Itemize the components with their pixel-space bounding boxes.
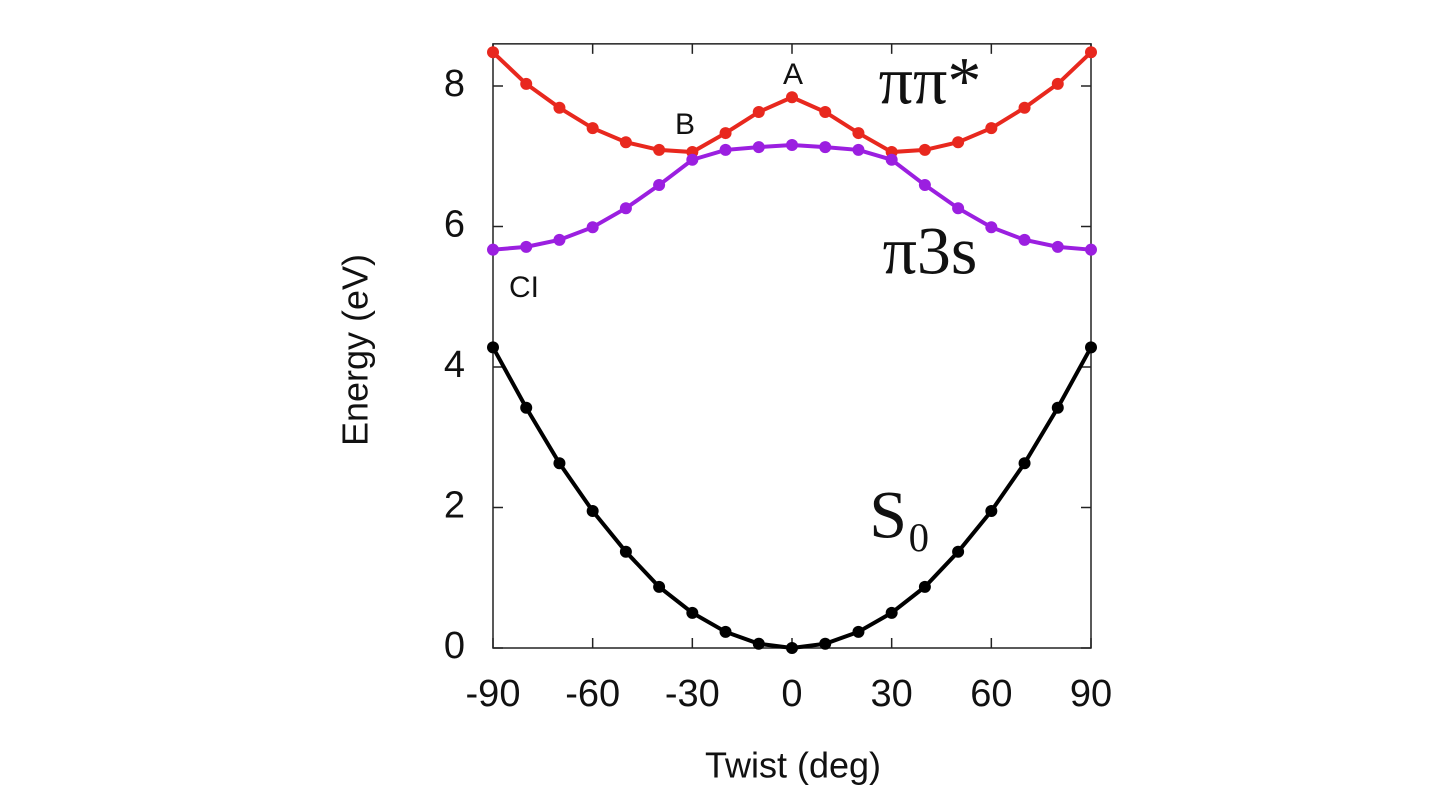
data-point — [819, 105, 832, 118]
data-point — [553, 101, 566, 114]
x-tick-label: -90 — [466, 673, 521, 715]
data-point — [752, 141, 765, 154]
y-tick-label: 4 — [444, 344, 465, 386]
data-point — [786, 139, 798, 152]
data-point — [819, 141, 832, 154]
x-tick-label: -60 — [565, 673, 620, 715]
data-point — [952, 545, 965, 558]
data-point — [752, 105, 765, 118]
data-point — [619, 202, 632, 215]
data-point — [653, 179, 666, 192]
data-point — [885, 153, 898, 166]
data-point — [918, 580, 931, 593]
data-point — [1085, 341, 1097, 354]
data-point — [487, 243, 499, 256]
x-tick-label: 90 — [1070, 673, 1112, 715]
data-point — [520, 77, 533, 90]
data-point — [952, 136, 965, 149]
data-point — [487, 46, 499, 59]
data-point — [1051, 240, 1064, 253]
data-point — [918, 143, 931, 156]
data-point — [686, 153, 699, 166]
data-point — [918, 179, 931, 192]
y-tick-label: 8 — [444, 63, 465, 105]
data-point — [1018, 101, 1031, 114]
data-point — [719, 143, 732, 156]
data-point — [952, 202, 965, 215]
data-point — [1051, 77, 1064, 90]
data-point — [1018, 457, 1031, 470]
data-point — [752, 637, 765, 650]
data-point — [586, 505, 599, 518]
data-point — [819, 637, 832, 650]
data-point — [852, 127, 865, 140]
x-tick-label: 60 — [970, 673, 1012, 715]
annotation: CI — [509, 271, 539, 304]
data-point — [1085, 46, 1097, 59]
series-label: ππ* — [879, 43, 982, 119]
data-point — [985, 122, 998, 135]
data-point — [1051, 401, 1064, 414]
series-label: π3s — [883, 213, 978, 289]
data-point — [852, 143, 865, 156]
plot-frame — [492, 43, 1092, 649]
x-tick-label: 0 — [781, 673, 802, 715]
data-point — [719, 127, 732, 140]
x-axis-label: Twist (deg) — [705, 745, 881, 786]
data-point — [520, 240, 533, 253]
y-tick-label: 0 — [444, 625, 465, 667]
data-point — [553, 457, 566, 470]
y-tick-label: 6 — [444, 204, 465, 246]
x-tick-label: 30 — [871, 673, 913, 715]
annotation: B — [675, 108, 695, 141]
data-point — [1085, 243, 1097, 256]
data-point — [786, 91, 798, 104]
data-point — [852, 625, 865, 638]
data-point — [520, 401, 533, 414]
data-point — [586, 221, 599, 234]
y-tick-label: 2 — [444, 485, 465, 527]
data-point — [553, 233, 566, 246]
data-point — [985, 221, 998, 234]
y-axis-label: Energy (eV) — [335, 254, 376, 446]
data-point — [586, 122, 599, 135]
data-point — [1018, 233, 1031, 246]
data-point — [653, 143, 666, 156]
data-point — [653, 580, 666, 593]
x-tick-label: -30 — [665, 673, 720, 715]
data-point — [619, 136, 632, 149]
data-point — [487, 341, 499, 354]
data-point — [686, 606, 699, 619]
data-point — [786, 642, 798, 654]
data-point — [719, 625, 732, 638]
data-point — [885, 606, 898, 619]
series-line — [491, 346, 1093, 651]
annotation: A — [783, 58, 803, 91]
series-label: S₀ — [869, 477, 931, 553]
data-point — [985, 505, 998, 518]
series-line — [492, 143, 1092, 252]
data-point — [619, 545, 632, 558]
